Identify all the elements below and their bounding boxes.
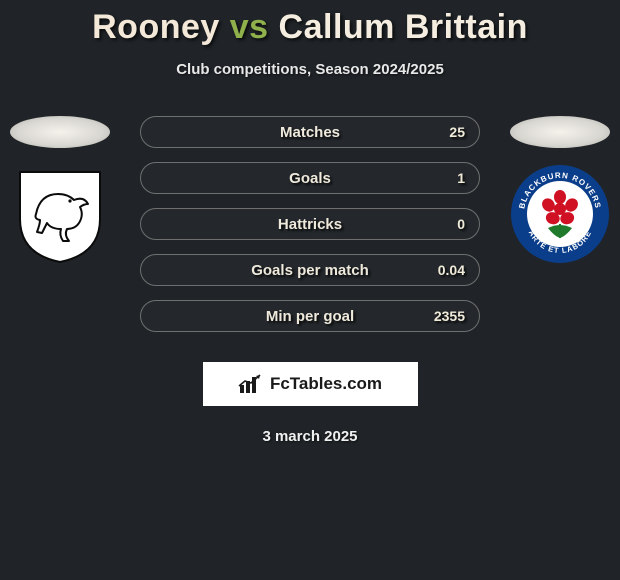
fctables-link[interactable]: FcTables.com	[203, 362, 418, 406]
vs-label: vs	[230, 8, 269, 46]
main-panel: BLACKBURN ROVERS ARTE ET LABORE	[0, 116, 620, 445]
date-label: 3 march 2025	[0, 428, 620, 445]
fctables-label: FcTables.com	[270, 374, 382, 394]
comparison-title: Rooney vs Callum Brittain	[0, 0, 620, 47]
player2-club-crest: BLACKBURN ROVERS ARTE ET LABORE	[510, 164, 610, 264]
player1-avatar-placeholder	[10, 116, 110, 148]
stat-label: Matches	[280, 124, 340, 141]
stat-value-right: 1	[457, 170, 465, 186]
player1-club-crest	[10, 164, 110, 264]
stat-row-min-per-goal: Min per goal 2355	[140, 300, 480, 332]
player2-avatar-placeholder	[510, 116, 610, 148]
stat-value-right: 0.04	[438, 262, 465, 278]
player2-name: Callum Brittain	[279, 8, 528, 46]
subtitle: Club competitions, Season 2024/2025	[0, 61, 620, 78]
stat-label: Goals	[289, 170, 331, 187]
stat-row-matches: Matches 25	[140, 116, 480, 148]
derby-county-icon	[10, 164, 110, 264]
stat-label: Hattricks	[278, 216, 342, 233]
stat-value-right: 2355	[434, 308, 465, 324]
stat-row-goals-per-match: Goals per match 0.04	[140, 254, 480, 286]
stat-value-right: 0	[457, 216, 465, 232]
player1-name: Rooney	[92, 8, 220, 46]
stats-list: Matches 25 Goals 1 Hattricks 0 Goals per…	[140, 116, 480, 332]
blackburn-rovers-icon: BLACKBURN ROVERS ARTE ET LABORE	[510, 164, 610, 264]
stat-row-goals: Goals 1	[140, 162, 480, 194]
bar-chart-icon	[238, 373, 264, 395]
stat-row-hattricks: Hattricks 0	[140, 208, 480, 240]
stat-label: Min per goal	[266, 308, 354, 325]
stat-value-right: 25	[449, 124, 465, 140]
stat-label: Goals per match	[251, 262, 369, 279]
